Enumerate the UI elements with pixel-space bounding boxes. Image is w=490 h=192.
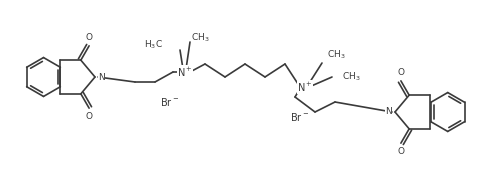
- Text: O: O: [397, 68, 404, 77]
- Text: O: O: [86, 112, 93, 121]
- Text: N$^+$: N$^+$: [177, 65, 193, 79]
- Text: CH$_3$: CH$_3$: [327, 49, 345, 61]
- Text: N$^+$: N$^+$: [297, 80, 313, 94]
- Text: CH$_3$: CH$_3$: [342, 71, 361, 83]
- Text: CH$_3$: CH$_3$: [191, 32, 210, 44]
- Text: O: O: [86, 33, 93, 42]
- Text: Br$^-$: Br$^-$: [291, 111, 310, 123]
- Text: N: N: [98, 73, 105, 81]
- Text: N: N: [385, 108, 392, 117]
- Text: Br$^-$: Br$^-$: [160, 96, 179, 108]
- Text: O: O: [397, 147, 404, 156]
- Text: H$_3$C: H$_3$C: [144, 39, 163, 51]
